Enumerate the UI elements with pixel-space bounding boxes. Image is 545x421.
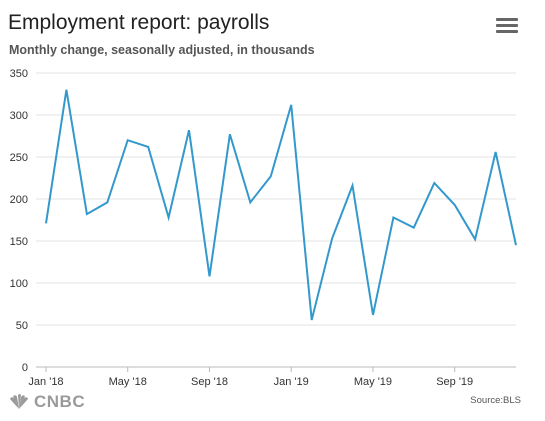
y-tick-label: 350 (10, 68, 28, 80)
data-point (126, 138, 130, 142)
cnbc-logo: CNBC (8, 392, 85, 412)
payrolls-series-line (45, 89, 517, 321)
data-point (146, 145, 150, 149)
data-point (473, 237, 477, 241)
chart-title: Employment report: payrolls (8, 11, 270, 34)
data-point (85, 212, 89, 216)
x-tick-label: May '18 (109, 376, 147, 388)
y-tick-label: 300 (10, 110, 28, 122)
x-tick-label: Jan '18 (28, 376, 63, 388)
data-point (228, 132, 232, 136)
x-tick-label: Sep '19 (436, 376, 473, 388)
data-point (514, 243, 518, 247)
data-point (310, 318, 314, 322)
data-point (207, 274, 211, 278)
data-point (44, 221, 48, 225)
y-tick-label: 250 (10, 152, 28, 164)
data-point (453, 203, 457, 207)
data-point (269, 174, 273, 178)
data-point (330, 236, 334, 240)
data-point (187, 128, 191, 132)
data-point (105, 200, 109, 204)
y-tick-label: 50 (16, 320, 28, 332)
data-point (248, 200, 252, 204)
hamburger-menu-icon[interactable] (496, 18, 518, 36)
source-label: Source:BLS (470, 395, 521, 406)
data-point (289, 103, 293, 107)
y-tick-label: 200 (10, 194, 28, 206)
peacock-icon (10, 394, 28, 409)
y-tick-label: 100 (10, 278, 28, 290)
y-tick-label: 150 (10, 236, 28, 248)
x-tick-label: May '19 (354, 376, 392, 388)
chart-subtitle: Monthly change, seasonally adjusted, in … (9, 43, 315, 57)
data-point (351, 184, 355, 188)
y-tick-label: 0 (22, 362, 28, 374)
data-point (494, 150, 498, 154)
logo-text: CNBC (34, 392, 86, 411)
data-point (412, 226, 416, 230)
data-point (391, 215, 395, 219)
data-point (432, 181, 436, 185)
data-point (64, 88, 68, 92)
x-tick-label: Sep '18 (191, 376, 228, 388)
data-point (371, 313, 375, 317)
x-tick-label: Jan '19 (274, 376, 309, 388)
data-point (167, 215, 171, 219)
